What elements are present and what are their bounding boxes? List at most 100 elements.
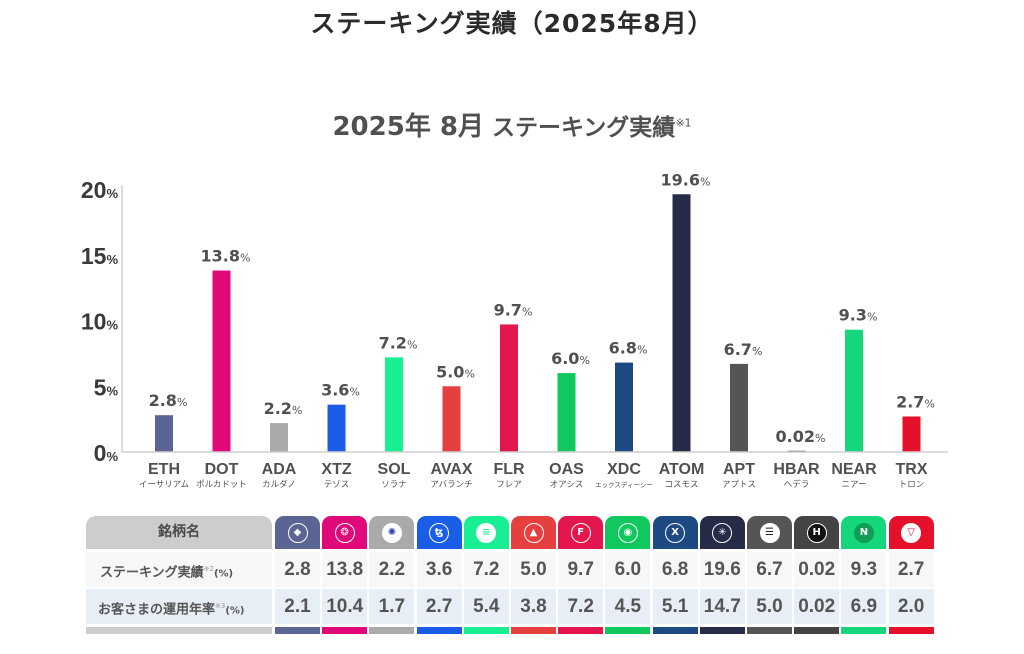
row2-label-text: お客さまの運用年率 <box>98 602 216 618</box>
row-label-customer-rate: お客さまの運用年率※3(%) <box>86 589 272 624</box>
customer-rate-cell: 14.7 <box>699 589 745 624</box>
staking-result-cell: 2.8 <box>275 552 320 587</box>
coin-header: ☰ <box>747 516 792 549</box>
coin-header: N <box>841 516 887 549</box>
hedera-icon: H <box>806 522 827 543</box>
data-label: 6.8% <box>609 339 648 358</box>
customer-rate-cell: 5.4 <box>463 589 509 624</box>
bar-apt <box>730 363 748 452</box>
cardano-icon: ✺ <box>381 522 402 543</box>
x-tick-label: HBAR <box>773 461 820 478</box>
data-label-unit: % <box>637 344 647 357</box>
data-label-unit: % <box>292 404 302 417</box>
y-tick-value: 10 <box>81 309 107 335</box>
bar-near <box>845 329 863 452</box>
y-tick-unit: % <box>106 186 118 201</box>
data-label-unit: % <box>752 345 762 358</box>
data-label: 9.7% <box>494 300 533 319</box>
data-label: 2.2% <box>264 399 303 418</box>
x-tick-sublabel: エックスディーシー <box>595 480 653 489</box>
data-label-value: 3.6 <box>321 381 349 400</box>
data-label-value: 13.8 <box>201 247 240 266</box>
staking-result-cell: 6.8 <box>652 552 698 587</box>
data-label: 13.8% <box>201 247 251 266</box>
data-label-value: 2.8 <box>149 391 177 410</box>
y-tick-label: 20% <box>81 177 119 203</box>
y-tick-unit: % <box>106 383 118 398</box>
coin-footer-bar <box>511 627 556 634</box>
bar-eth <box>155 415 173 452</box>
tron-icon: ▽ <box>901 522 922 543</box>
bar-sol <box>385 357 403 452</box>
data-label-value: 5.0 <box>436 362 464 381</box>
bar-trx <box>902 416 921 452</box>
header-coin-name: 銘柄名 <box>86 516 272 549</box>
data-label: 5.0% <box>436 362 475 381</box>
y-tick-value: 5 <box>94 374 107 400</box>
customer-rate-cell: 0.02 <box>794 589 840 624</box>
coin-column-sol: ≡ 7.2 5.4 <box>463 516 509 634</box>
x-tick-label: ETH <box>148 461 180 478</box>
data-label: 6.7% <box>724 340 763 359</box>
coin-header: ◆ <box>275 516 320 549</box>
customer-rate-cell: 1.7 <box>369 589 415 624</box>
coin-footer-bar <box>369 627 415 634</box>
coin-header: F <box>558 516 604 549</box>
coin-footer-bar <box>322 627 368 634</box>
data-label-value: 9.7 <box>494 300 522 319</box>
data-label: 6.0% <box>551 349 590 368</box>
data-label-unit: % <box>700 175 710 188</box>
customer-rate-cell: 6.9 <box>841 589 887 624</box>
x-tick-label: XDC <box>607 461 641 478</box>
customer-rate-cell: 7.2 <box>558 589 604 624</box>
coin-column-avax: ▲ 5.0 3.8 <box>511 516 556 634</box>
coin-header: ◉ <box>605 516 651 549</box>
oasys-icon: ◉ <box>617 522 638 543</box>
data-label: 2.7% <box>896 392 935 411</box>
tezos-icon: ꜩ <box>429 522 450 543</box>
y-tick-unit: % <box>106 449 118 464</box>
bar-xtz <box>327 404 346 452</box>
x-tick-label: FLR <box>493 461 525 478</box>
coin-column-flr: F 9.7 7.2 <box>558 516 604 634</box>
label-column-footer <box>86 627 272 634</box>
staking-result-cell: 3.6 <box>416 552 462 587</box>
row2-note: ※3 <box>215 602 226 610</box>
coin-header: ✺ <box>369 516 415 549</box>
data-label: 2.8% <box>149 391 188 410</box>
chart-title-text: ステーキング実績 <box>492 115 676 141</box>
staking-result-cell: 0.02 <box>794 552 840 587</box>
x-tick-sublabel: トロン <box>899 480 925 490</box>
customer-rate-cell: 4.5 <box>605 589 651 624</box>
data-label: 0.02% <box>776 427 826 446</box>
coin-footer-bar <box>699 627 745 634</box>
coin-column-dot: ❂ 13.8 10.4 <box>322 516 368 634</box>
data-label: 7.2% <box>379 333 418 352</box>
coin-column-trx: ▽ 2.7 2.0 <box>888 516 934 634</box>
coin-column-near: N 9.3 6.9 <box>841 516 887 634</box>
row2-unit: (%) <box>225 605 245 617</box>
y-tick-value: 0 <box>94 440 107 466</box>
data-label-value: 2.7 <box>896 392 924 411</box>
row1-note: ※2 <box>203 565 214 573</box>
customer-rate-cell: 10.4 <box>322 589 368 624</box>
bar-chart: 0%5%10%15%20% 2.8%13.8%2.2%3.6%7.2%5.0%9… <box>81 170 948 490</box>
coin-footer-bar <box>888 627 934 634</box>
data-label-value: 2.2 <box>264 399 292 418</box>
data-label-value: 9.3 <box>839 306 867 325</box>
polkadot-icon: ❂ <box>334 522 355 543</box>
data-label-unit: % <box>522 305 532 318</box>
coin-footer-bar <box>605 627 651 634</box>
coin-column-xdc: X 6.8 5.1 <box>652 516 698 634</box>
staking-result-cell: 9.3 <box>841 552 887 587</box>
near-icon: N <box>853 522 874 543</box>
x-tick-sublabel: ソラナ <box>381 480 407 490</box>
x-tick-label: AVAX <box>430 461 472 478</box>
avalanche-icon: ▲ <box>523 522 544 543</box>
data-label-value: 19.6 <box>661 170 700 189</box>
y-tick-unit: % <box>106 252 118 267</box>
coin-header: ▲ <box>511 516 556 549</box>
x-tick-sublabel: ニアー <box>842 480 867 490</box>
coin-header: ✳ <box>699 516 745 549</box>
